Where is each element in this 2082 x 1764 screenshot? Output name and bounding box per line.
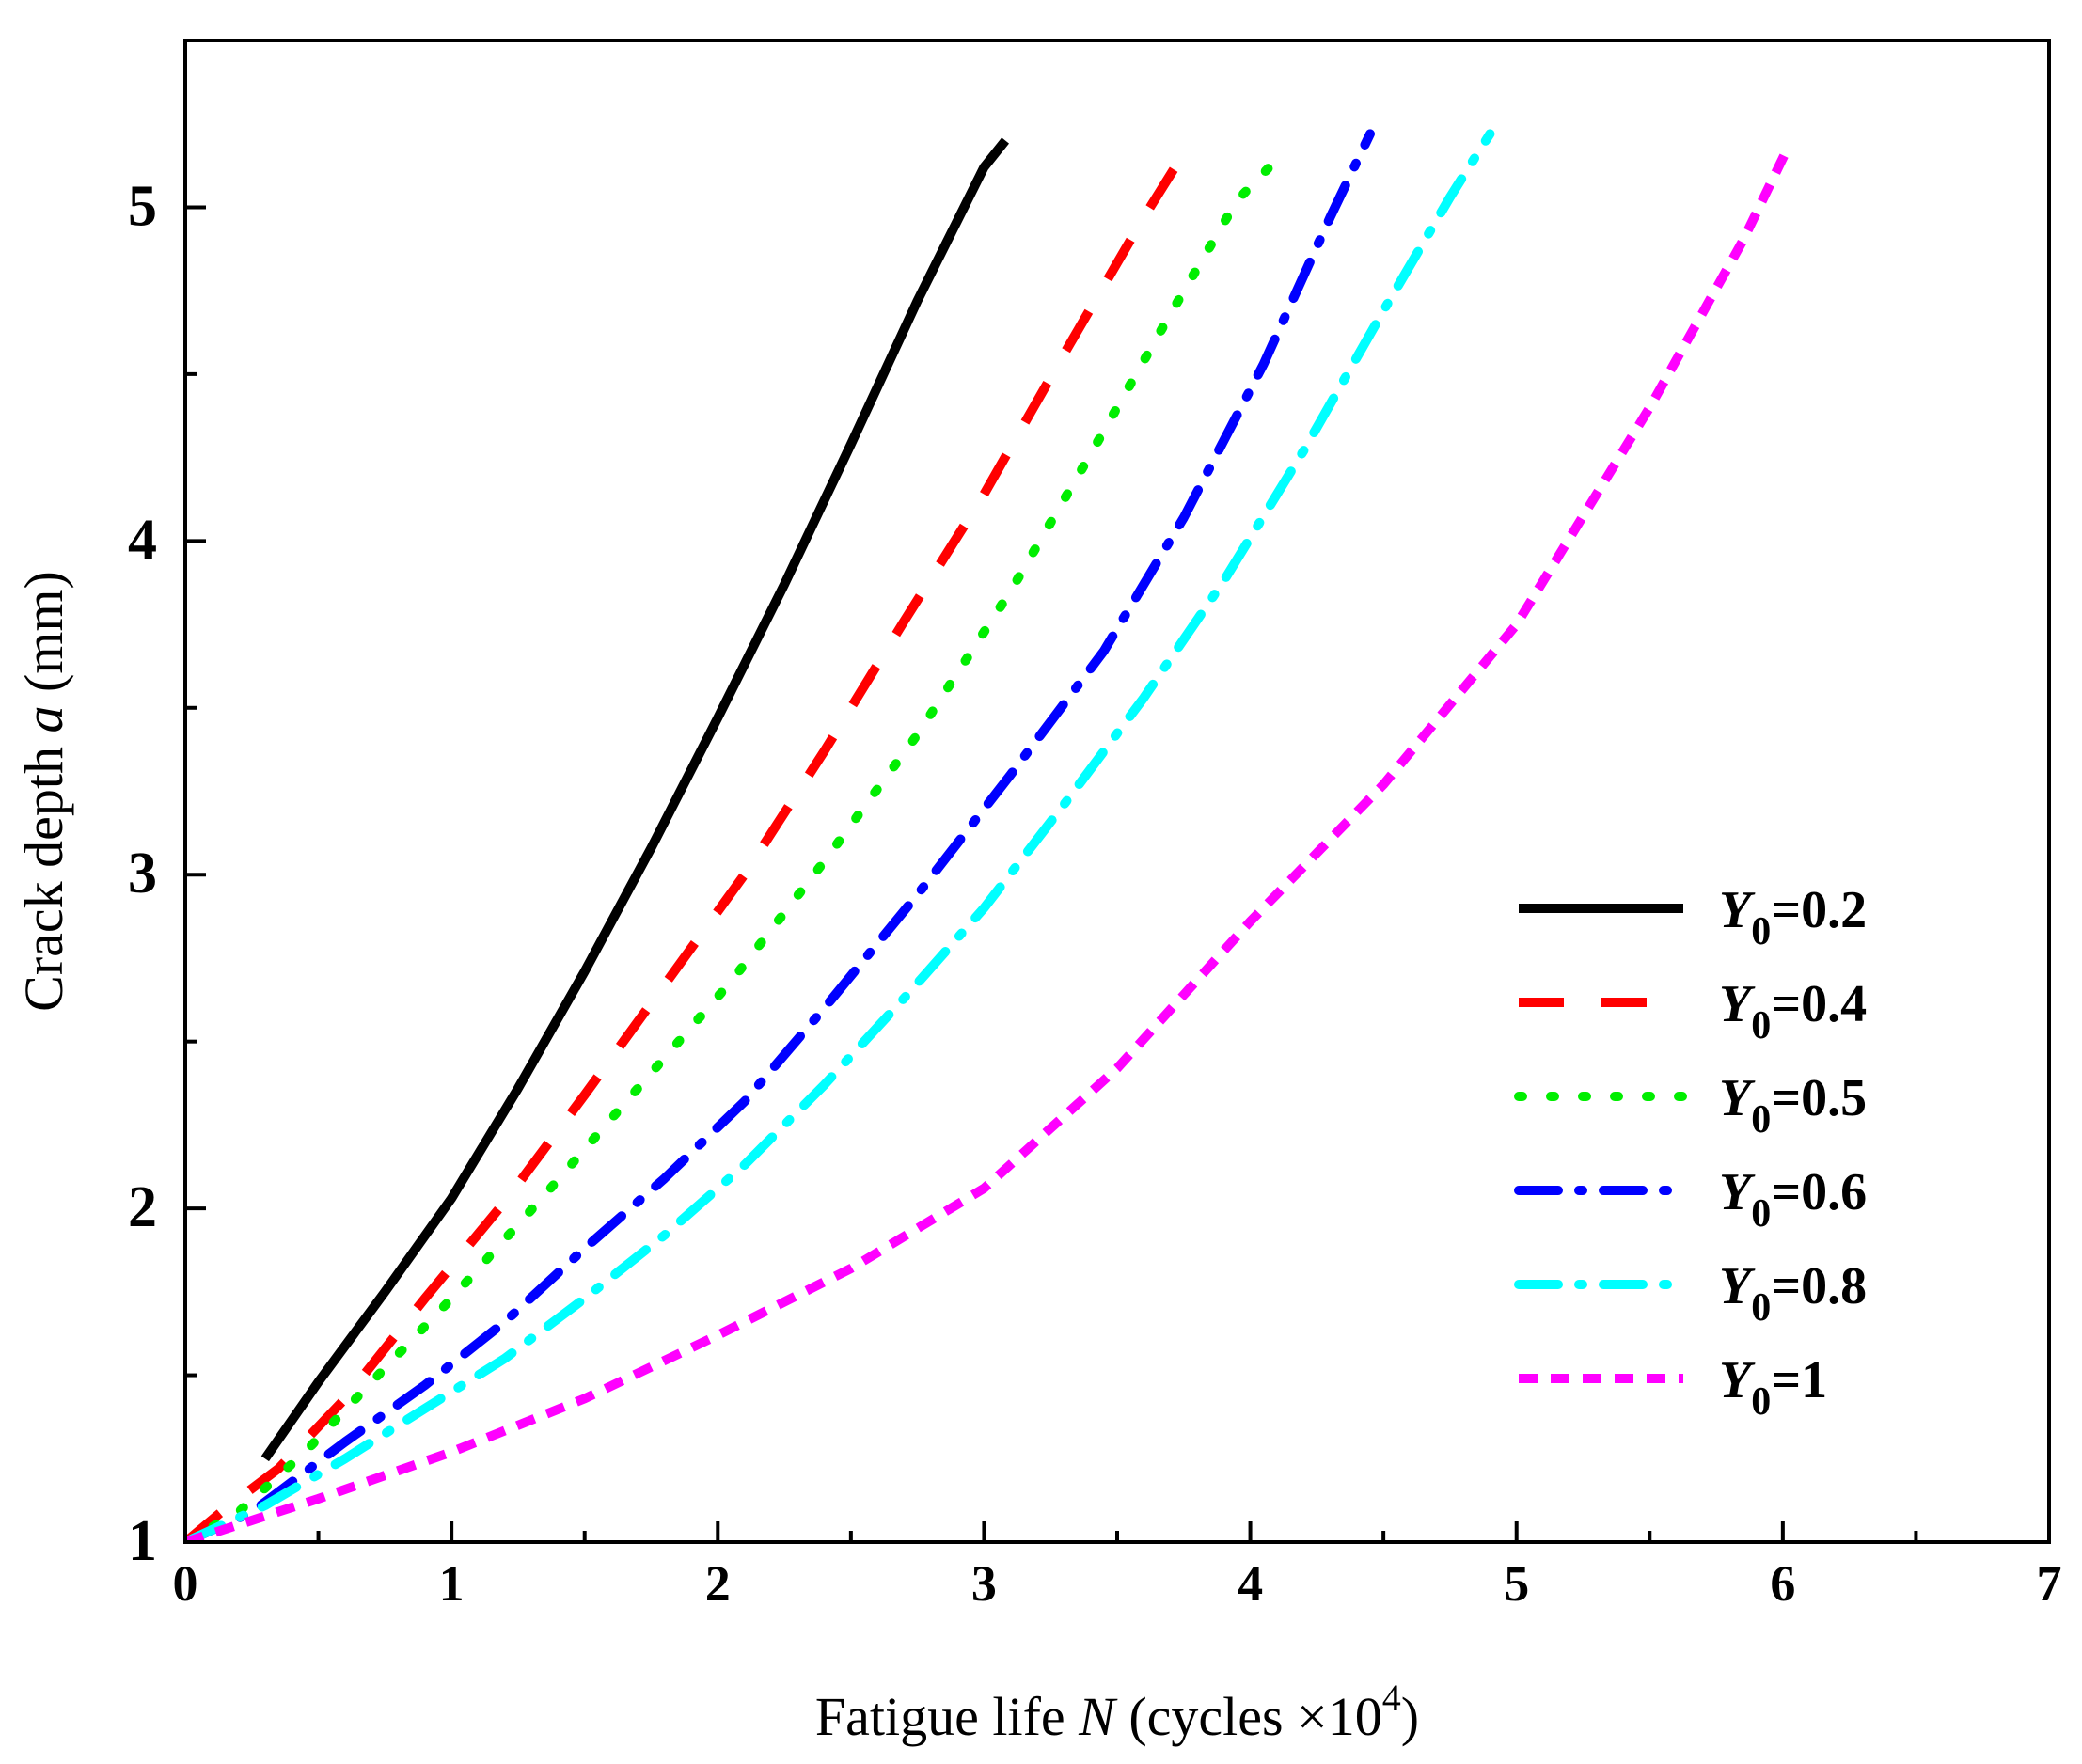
x-axis-label: Fatigue life N (cycles ×104) — [815, 1677, 1419, 1747]
legend-item: Y0=1 — [1519, 1351, 1827, 1424]
legend-label: Y0=0.4 — [1719, 975, 1867, 1047]
x-tick-label: 1 — [439, 1555, 465, 1612]
y-tick-label: 4 — [128, 508, 157, 572]
axis-ticks — [183, 39, 2051, 1544]
x-tick-label: 4 — [1238, 1555, 1263, 1612]
legend-item: Y0=0.2 — [1519, 881, 1867, 953]
legend-item: Y0=0.4 — [1519, 975, 1867, 1047]
legend-label: Y0=0.2 — [1719, 881, 1867, 953]
legend-item: Y0=0.8 — [1514, 1257, 1867, 1330]
legend-label: Y0=0.5 — [1719, 1069, 1867, 1142]
legend-label: Y0=0.8 — [1719, 1257, 1867, 1330]
y-tick-label: 2 — [128, 1175, 157, 1239]
legend-item: Y0=0.6 — [1514, 1163, 1867, 1236]
x-tick-label: 5 — [1504, 1555, 1529, 1612]
x-tick-label: 0 — [173, 1555, 198, 1612]
series-line-y0-0-6 — [185, 129, 1375, 1542]
x-tick-label: 2 — [705, 1555, 731, 1612]
series-line-y0-0-8 — [185, 129, 1495, 1542]
x-tick-label: 3 — [971, 1555, 997, 1612]
x-tick-label: 6 — [1770, 1555, 1795, 1612]
series-line-y0-0-4 — [185, 137, 1196, 1542]
y-tick-label: 3 — [128, 842, 157, 906]
y-tick-label: 5 — [128, 174, 157, 238]
series-line-y0-1 — [185, 145, 1792, 1542]
series-layer — [185, 129, 1792, 1542]
series-line-y0-0-2 — [260, 137, 1010, 1462]
y-tick-label: 1 — [128, 1509, 157, 1573]
legend-label: Y0=1 — [1719, 1351, 1827, 1424]
legend-label: Y0=0.6 — [1719, 1163, 1867, 1236]
legend-item: Y0=0.5 — [1514, 1069, 1867, 1142]
y-axis-label: Crack depth a (mm) — [13, 571, 74, 1012]
series-line-y0-0-5 — [185, 149, 1287, 1542]
x-tick-label: 7 — [2037, 1555, 2062, 1612]
legend: Y0=0.2 Y0=0.4 Y0=0.5 Y0=0.6 Y0=0.8 Y0=1 — [1514, 881, 1867, 1424]
